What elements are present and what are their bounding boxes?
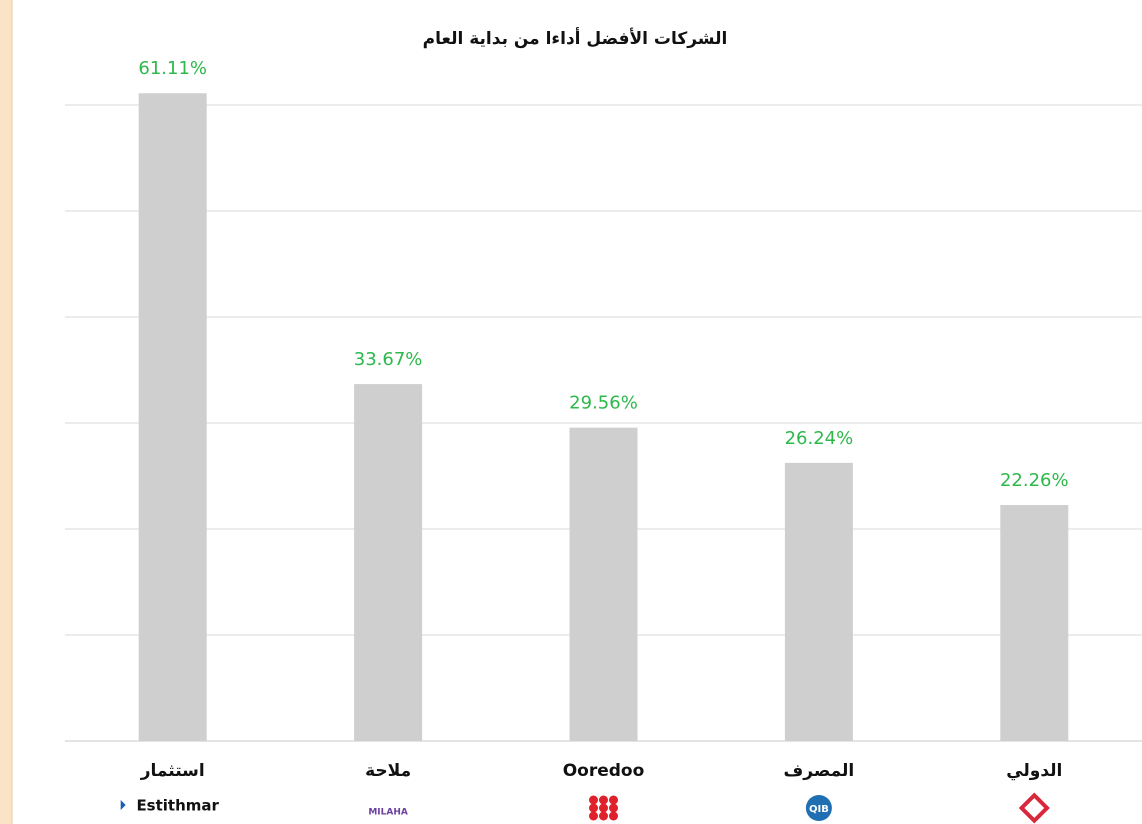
logo-text: QIB xyxy=(809,804,829,815)
bar xyxy=(138,93,207,741)
bar xyxy=(354,384,423,741)
bar xyxy=(569,427,638,741)
logo-diamond xyxy=(1018,792,1050,824)
value-label: 29.56% xyxy=(569,393,638,414)
value-label: 22.26% xyxy=(1000,470,1069,491)
value-label: 26.24% xyxy=(785,428,854,449)
logo-circle xyxy=(805,795,832,821)
x-tick-label: ملاحة xyxy=(365,761,411,781)
logo-dot xyxy=(599,803,608,813)
logo-dot xyxy=(589,795,598,805)
logo-dot xyxy=(609,795,618,805)
logo-text: MILAHA xyxy=(368,808,408,818)
x-tick-label: الدولي xyxy=(1006,761,1062,781)
logo-dot xyxy=(589,811,598,821)
value-label: 33.67% xyxy=(354,349,423,370)
x-tick-label: Ooredoo xyxy=(563,761,645,781)
logo-arrow xyxy=(120,800,126,810)
logo-dot xyxy=(609,803,618,813)
logo-dot xyxy=(609,811,618,821)
logo-dot xyxy=(599,811,608,821)
logo-text: Estithmar xyxy=(136,797,219,815)
logo-dot xyxy=(599,795,608,805)
bar xyxy=(784,462,853,741)
logo-dot xyxy=(589,803,598,813)
chart-title: الشركات الأفضل أداءا من بداية العام xyxy=(423,27,728,49)
x-tick-label: استثمار xyxy=(140,761,205,781)
bar xyxy=(1000,505,1069,741)
x-tick-label: المصرف xyxy=(784,761,855,781)
value-label: 61.11% xyxy=(138,58,207,79)
side-strip xyxy=(0,0,12,824)
